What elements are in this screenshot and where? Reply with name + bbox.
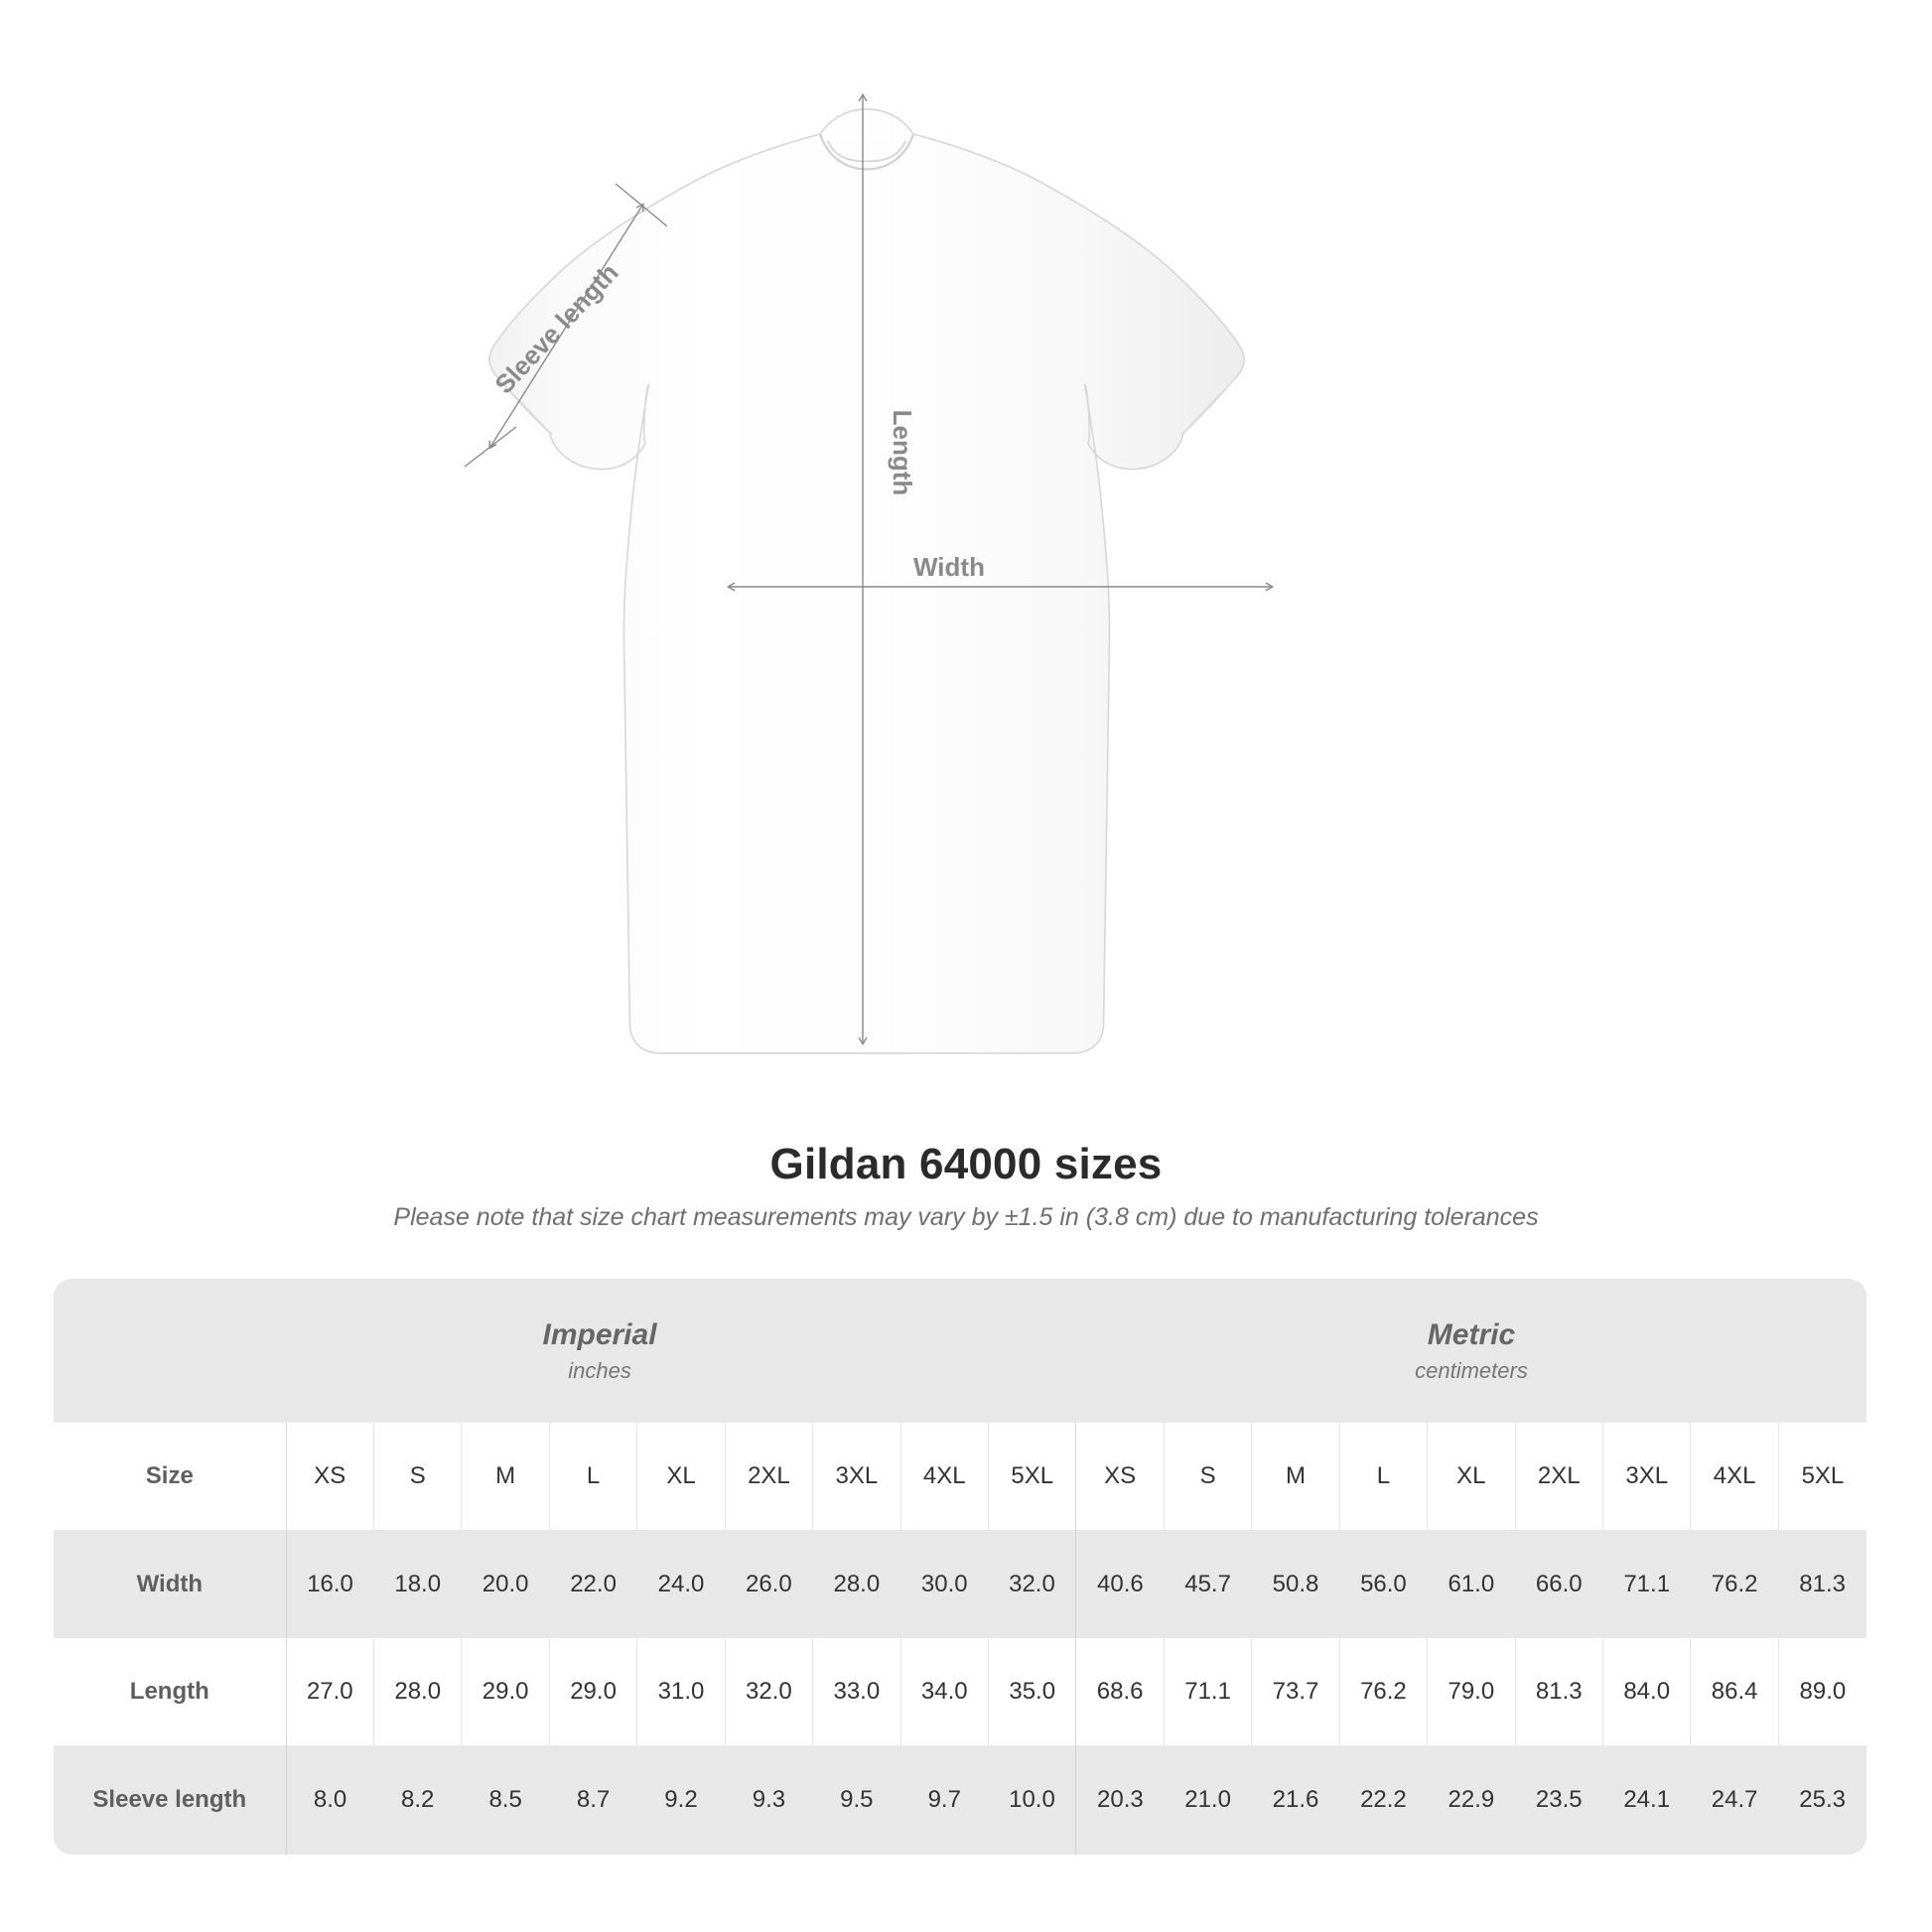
svg-text:Width: Width <box>913 552 985 582</box>
svg-text:Length: Length <box>888 410 917 496</box>
